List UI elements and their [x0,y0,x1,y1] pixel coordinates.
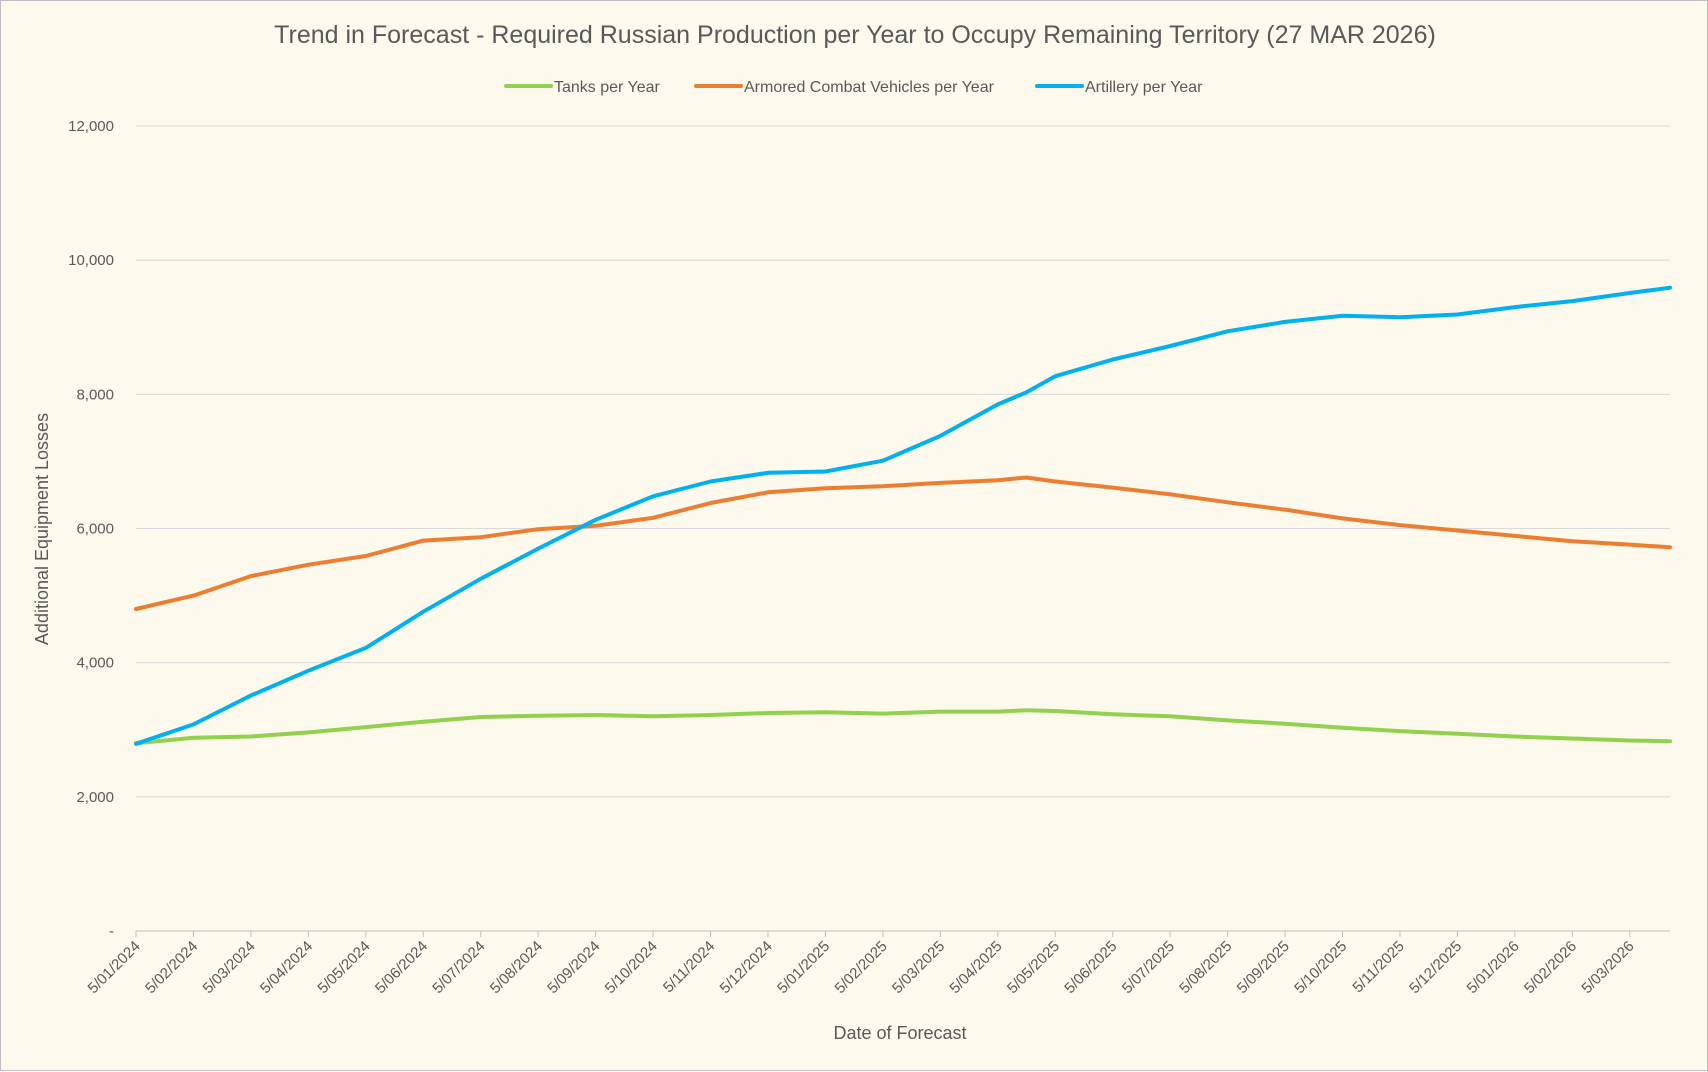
x-tick-label: 5/01/2024 [85,938,144,997]
y-tick-label: 12,000 [68,118,114,135]
legend-label-1: Armored Combat Vehicles per Year [744,79,995,96]
series-line-0 [134,708,1672,746]
x-tick-label: 5/05/2024 [314,938,373,997]
legend-label-0: Tanks per Year [554,79,661,96]
x-tick-label: 5/10/2025 [1291,938,1350,997]
y-tick-label: 6,000 [76,521,114,538]
series-lines [134,285,1672,746]
x-axis-ticks: 5/01/20245/02/20245/03/20245/04/20245/05… [85,931,1638,997]
x-tick-label: 5/06/2024 [372,938,431,997]
series-line-2 [134,285,1672,746]
x-tick-label: 5/01/2026 [1463,938,1522,997]
y-tick-label: 8,000 [76,386,114,403]
x-tick-label: 5/11/2024 [660,938,718,996]
x-tick-label: 5/12/2024 [717,938,776,997]
x-tick-label: 5/10/2024 [602,938,661,997]
x-tick-label: 5/06/2025 [1061,938,1120,997]
x-tick-label: 5/05/2025 [1004,938,1063,997]
gridlines [136,125,1670,932]
x-tick-label: 5/07/2024 [429,938,488,997]
x-tick-label: 5/09/2024 [544,938,603,997]
series-line-1 [134,475,1672,611]
x-tick-label: 5/04/2025 [946,938,1005,997]
x-tick-label: 5/03/2025 [889,938,948,997]
x-tick-label: 5/02/2024 [142,938,201,997]
x-tick-label: 5/02/2026 [1521,938,1580,997]
y-tick-label: 10,000 [68,252,114,269]
x-axis-title: Date of Forecast [833,1023,966,1043]
legend: Tanks per Year Armored Combat Vehicles pe… [504,79,1203,96]
y-tick-label: 2,000 [76,789,114,806]
y-tick-label: - [109,923,114,940]
legend-label-2: Artillery per Year [1085,79,1203,96]
x-tick-label: 5/09/2025 [1234,938,1293,997]
x-tick-label: 5/08/2025 [1176,938,1235,997]
x-tick-label: 5/03/2024 [200,938,259,997]
x-tick-label: 5/12/2025 [1406,938,1465,997]
x-tick-label: 5/08/2024 [487,938,546,997]
y-tick-label: 4,000 [76,655,114,672]
x-tick-label: 5/02/2025 [832,938,891,997]
x-tick-label: 5/01/2025 [774,938,833,997]
y-axis-title: Additional Equipment Losses [32,413,52,645]
x-tick-label: 5/03/2026 [1578,938,1637,997]
y-axis-ticks: - 2,000 4,000 6,000 8,000 10,000 12,000 [68,118,114,940]
x-tick-label: 5/04/2024 [257,938,316,997]
x-tick-label: 5/07/2025 [1119,938,1178,997]
x-tick-label: 5/11/2025 [1349,938,1407,996]
chart-title: Trend in Forecast - Required Russian Pro… [274,21,1436,49]
